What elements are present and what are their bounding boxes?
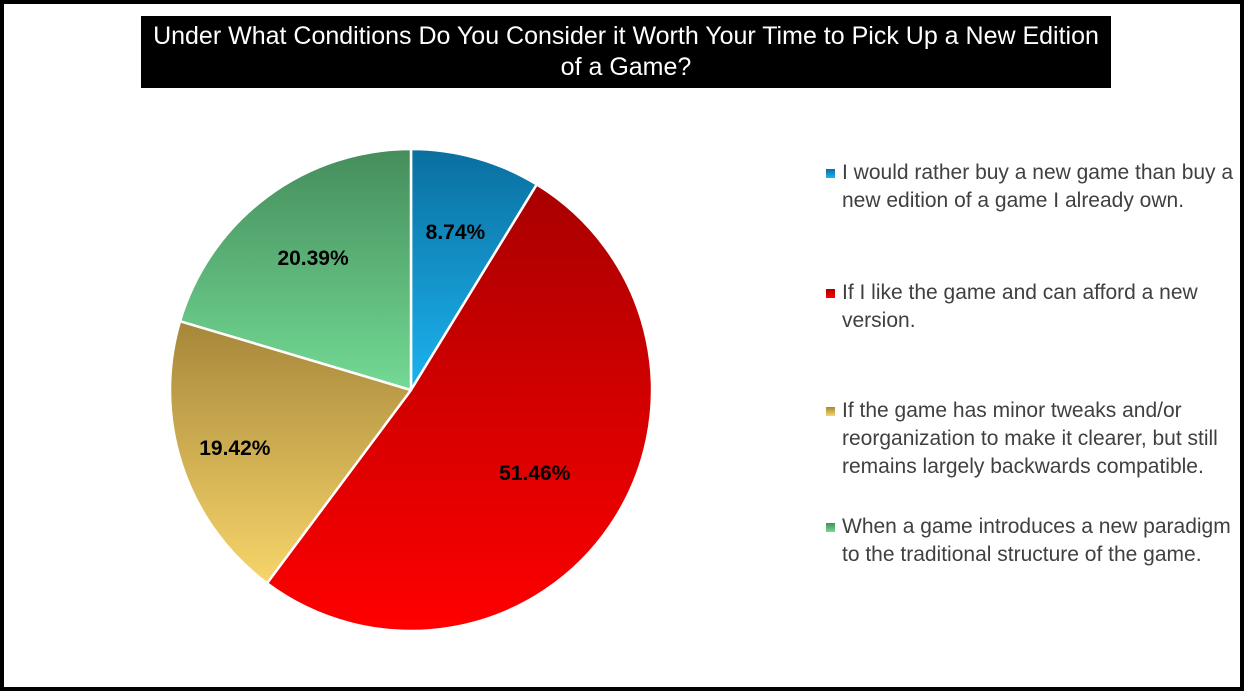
legend-item: When a game introduces a new paradigm to… (824, 513, 1239, 569)
legend-label: I would rather buy a new game than buy a… (842, 161, 1234, 212)
pie-slice (168, 319, 413, 585)
legend-swatch (826, 407, 835, 416)
data-label: 8.74% (426, 221, 486, 244)
legend-swatch (826, 523, 835, 532)
pie-slice (265, 183, 654, 633)
legend-item: I would rather buy a new game than buy a… (824, 159, 1239, 215)
legend-item: If the game has minor tweaks and/or reor… (824, 397, 1239, 481)
pie-slice (178, 147, 413, 392)
data-label: 51.46% (499, 462, 571, 485)
legend-label: If the game has minor tweaks and/or reor… (842, 399, 1218, 478)
chart-title: Under What Conditions Do You Consider it… (141, 16, 1111, 88)
legend-label: When a game introduces a new paradigm to… (842, 515, 1231, 566)
legend-label: If I like the game and can afford a new … (842, 281, 1198, 332)
pie-slice (409, 147, 539, 392)
pie-chart: 8.74% 51.46% 19.42% 20.39% (168, 147, 654, 633)
legend-item: If I like the game and can afford a new … (824, 279, 1239, 335)
legend-swatch (826, 169, 835, 178)
data-label: 19.42% (199, 437, 271, 460)
legend-swatch (826, 289, 835, 298)
data-label: 20.39% (277, 247, 349, 270)
